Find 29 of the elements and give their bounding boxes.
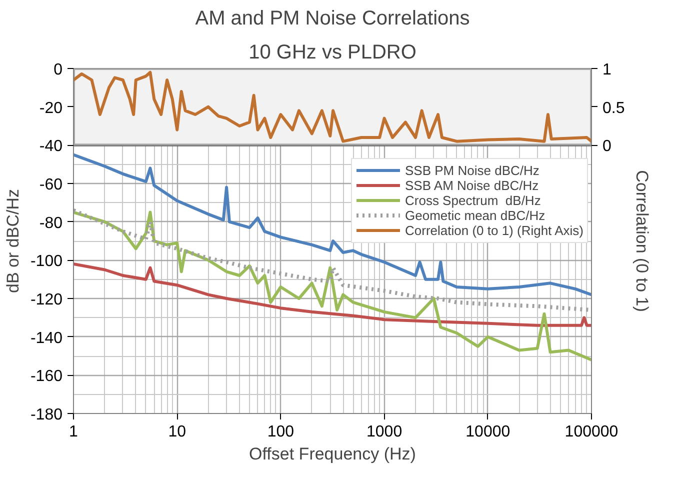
y-tick-label: -40 (39, 138, 63, 156)
y-tick-label: -140 (30, 330, 63, 347)
y-tick-label: -80 (39, 214, 63, 232)
x-tick-label: 1 (69, 424, 78, 440)
chart-subtitle: 10 GHz vs PLDRO (248, 42, 416, 64)
legend-label: Correlation (0 to 1) (Right Axis) (405, 222, 584, 238)
x-tick-label: 100000 (564, 424, 618, 440)
chart-title: AM and PM Noise Correlations (195, 8, 470, 30)
y2-tick-label: 1 (602, 62, 612, 78)
x-tick-label: 1000 (366, 424, 402, 440)
x-tick-label: 100 (267, 424, 294, 440)
y-tick-label: -60 (39, 176, 63, 194)
x-axis-title: Offset Frequency (Hz) (249, 444, 416, 464)
y-axis-title: dB or dBC/Hz (3, 189, 22, 293)
y-tick-label: 0 (54, 62, 63, 78)
y2-tick-label: 0.5 (602, 100, 625, 117)
y-tick-label: -160 (30, 368, 63, 386)
y-tick-label: -100 (30, 253, 63, 270)
y2-axis-title: Correlation (0 to 1) (632, 170, 652, 312)
y-tick-label: -180 (30, 406, 63, 424)
y-tick-label: -20 (39, 100, 63, 117)
y2-tick-label: 0 (602, 138, 612, 156)
x-tick-label: 10000 (466, 424, 510, 440)
legend-label: Geometic mean dBC/Hz (405, 208, 546, 223)
y-tick-label: -120 (30, 292, 63, 308)
x-tick-label: 10 (168, 424, 186, 440)
legend-label: Cross Spectrum dB/Hz (405, 192, 541, 208)
legend-label: SSB PM Noise dBC/Hz (405, 162, 540, 178)
legend-label: SSB AM Noise dBC/Hz (405, 178, 539, 193)
